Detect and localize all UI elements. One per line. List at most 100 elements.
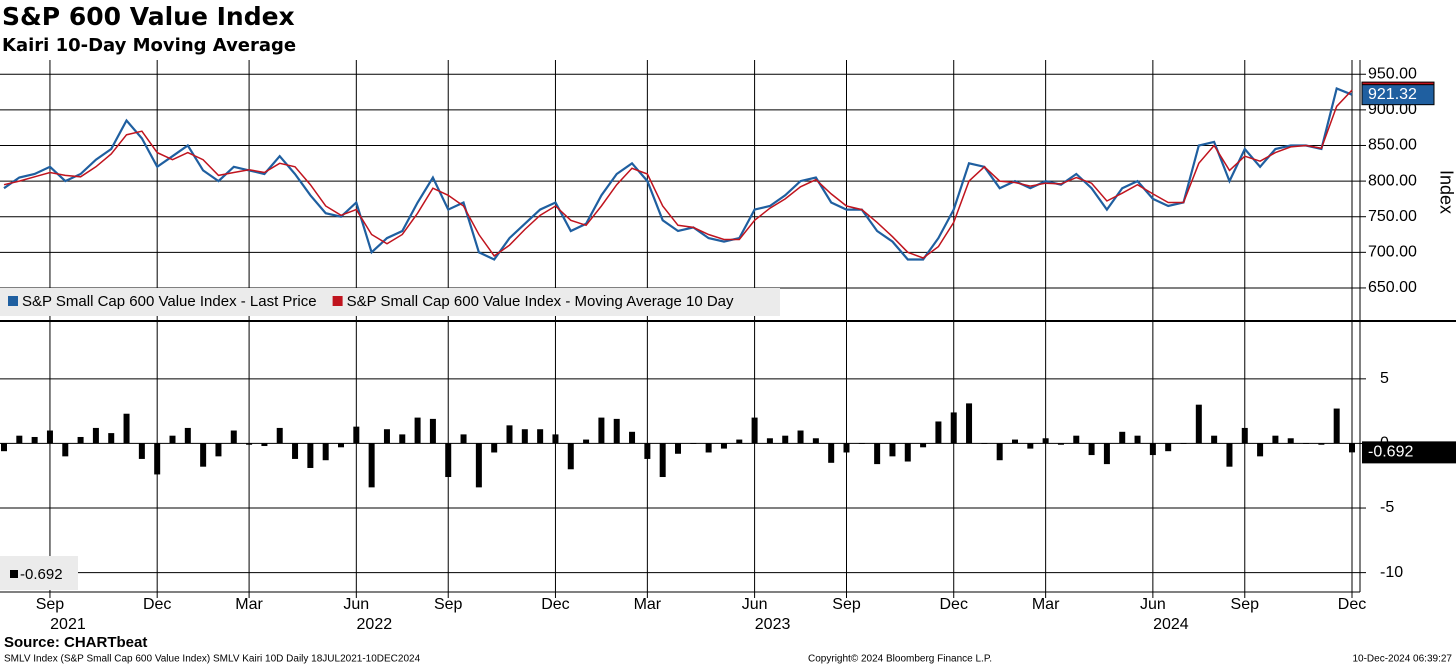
- bar: [1, 443, 7, 452]
- bar: [1349, 443, 1355, 453]
- bar: [537, 429, 544, 444]
- year-label: 2022: [357, 616, 393, 633]
- y-tick-label: -10: [1380, 564, 1403, 581]
- bar: [521, 429, 528, 444]
- bar: [1318, 443, 1325, 445]
- x-tick-label: Mar: [1032, 596, 1060, 613]
- bar: [1073, 435, 1080, 444]
- year-label: 2021: [50, 616, 86, 633]
- bar: [1088, 443, 1095, 456]
- bar: [889, 443, 896, 457]
- bar: [705, 443, 712, 453]
- bar: [1149, 443, 1156, 456]
- x-tick-label: Dec: [940, 596, 968, 613]
- x-tick-label: Jun: [343, 596, 369, 613]
- bar: [1180, 443, 1187, 444]
- bar: [230, 430, 237, 444]
- bar: [307, 443, 314, 468]
- legend-label: S&P Small Cap 600 Value Index - Moving A…: [347, 293, 734, 310]
- x-tick-label: Sep: [36, 596, 65, 613]
- bar: [322, 443, 329, 461]
- bar: [200, 443, 207, 467]
- y-tick-label: 700.00: [1368, 244, 1417, 261]
- y-tick-label: 650.00: [1368, 279, 1417, 296]
- source: Source: CHARTbeat: [4, 634, 147, 651]
- bar: [184, 427, 191, 444]
- bar: [583, 439, 590, 444]
- bar: [797, 430, 804, 444]
- bar: [996, 443, 1003, 461]
- bar: [276, 427, 283, 444]
- bar: [1333, 408, 1340, 444]
- bar: [506, 425, 513, 444]
- y-tick-label: 5: [1380, 370, 1389, 387]
- bar: [1042, 438, 1049, 444]
- bar: [629, 431, 636, 444]
- bar: [215, 443, 222, 457]
- last-value-label: -0.692: [1368, 444, 1413, 461]
- x-tick-label: Mar: [634, 596, 662, 613]
- bar: [154, 443, 161, 475]
- bar: [62, 443, 69, 457]
- bar: [644, 443, 651, 459]
- bar: [383, 429, 390, 444]
- copyright: Copyright© 2024 Bloomberg Finance L.P.: [808, 654, 992, 665]
- bar: [675, 443, 681, 454]
- bar: [1165, 443, 1172, 452]
- x-tick-label: Dec: [1338, 596, 1366, 613]
- bar: [16, 435, 23, 444]
- x-tick-label: Dec: [541, 596, 569, 613]
- bar: [138, 443, 145, 459]
- bar: [1272, 435, 1279, 444]
- bar: [368, 443, 375, 488]
- bar: [460, 434, 467, 444]
- bar: [812, 438, 819, 444]
- bar: [353, 426, 360, 444]
- chart-title: S&P 600 Value Index: [2, 2, 295, 31]
- y-axis-label: Index: [1436, 170, 1456, 214]
- legend-swatch: [10, 570, 18, 578]
- bar: [399, 434, 406, 444]
- bar: [904, 443, 911, 462]
- bar: [766, 438, 773, 444]
- y-tick-label: 950.00: [1368, 65, 1417, 82]
- bar: [1241, 427, 1248, 444]
- bar: [77, 436, 84, 444]
- line-series: [3, 89, 1353, 259]
- bar: [1012, 439, 1018, 444]
- bar: [981, 443, 988, 444]
- bar: [92, 427, 99, 444]
- bar: [169, 435, 176, 444]
- bar: [292, 443, 299, 459]
- bar: [567, 443, 574, 470]
- bar: [935, 421, 942, 444]
- bar: [874, 443, 881, 465]
- bar: [858, 443, 865, 444]
- y-tick-label: 900.00: [1368, 101, 1417, 118]
- bar: [123, 413, 130, 444]
- bar: [1226, 443, 1233, 467]
- last-value-tag: [1361, 84, 1435, 106]
- y-tick-label: 800.00: [1368, 172, 1417, 189]
- bar: [598, 417, 605, 444]
- legend-label: -0.692: [20, 566, 63, 583]
- bar: [338, 443, 344, 448]
- legend-swatch: [8, 296, 18, 306]
- bar: [31, 436, 38, 444]
- bar: [613, 418, 620, 444]
- bar: [736, 439, 743, 444]
- bar: [1027, 443, 1034, 449]
- y-tick-label: 750.00: [1368, 208, 1417, 225]
- bar: [843, 443, 850, 453]
- bar: [1134, 435, 1141, 444]
- bar: [1287, 438, 1294, 444]
- x-tick-label: Sep: [1231, 596, 1260, 613]
- bar: [751, 417, 758, 444]
- bar: [1257, 443, 1264, 457]
- bar: [1211, 435, 1218, 444]
- bar: [1119, 431, 1126, 444]
- bar: [1057, 443, 1064, 445]
- bar: [475, 443, 482, 488]
- bar: [950, 412, 957, 444]
